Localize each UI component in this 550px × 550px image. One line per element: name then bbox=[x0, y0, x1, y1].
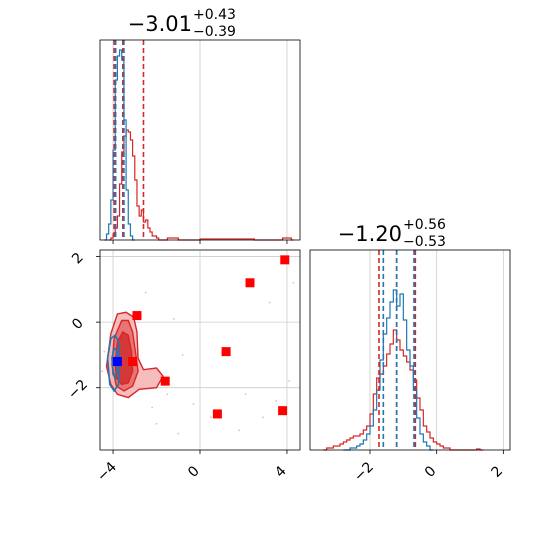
x-tick-label: 0 bbox=[422, 463, 440, 481]
sample-point bbox=[288, 380, 291, 383]
sample-point bbox=[101, 370, 104, 373]
red-histogram bbox=[108, 129, 294, 241]
red-square-marker bbox=[280, 255, 290, 265]
x-tick-label: 2 bbox=[489, 463, 507, 481]
x-tick-label: −4 bbox=[94, 459, 120, 485]
sample-point bbox=[103, 350, 106, 353]
sample-point bbox=[268, 301, 271, 304]
red-square-marker bbox=[132, 311, 142, 321]
sample-point bbox=[209, 416, 212, 419]
histogram-y-panel: −1.20 +0.56−0.53 −2 0 2 bbox=[309, 217, 511, 485]
sample-point bbox=[177, 432, 180, 435]
sample-point bbox=[292, 281, 295, 284]
red-histogram bbox=[323, 329, 484, 451]
x-tick-label: 4 bbox=[272, 463, 290, 481]
panel-title: −1.20 bbox=[338, 222, 402, 246]
sample-point bbox=[262, 416, 264, 419]
x-tick-label: −2 bbox=[351, 459, 377, 485]
red-square-marker bbox=[221, 347, 231, 357]
blue-histogram bbox=[104, 49, 135, 241]
x-tick-label: 0 bbox=[185, 463, 203, 481]
red-square-marker bbox=[245, 278, 255, 288]
sample-point bbox=[244, 393, 247, 396]
scatter-contour-panel: 2 0 −2 −4 0 4 bbox=[65, 249, 301, 485]
plot-area bbox=[100, 250, 300, 450]
title-upper-error: +0.43 bbox=[193, 7, 236, 23]
sample-point bbox=[173, 317, 175, 320]
sample-point bbox=[238, 429, 241, 432]
sample-point bbox=[192, 403, 195, 405]
sample-point bbox=[166, 393, 169, 396]
y-tick-label: 0 bbox=[69, 315, 87, 333]
red-square-marker bbox=[212, 409, 222, 419]
y-tick-label: 2 bbox=[69, 250, 87, 268]
axes-frame bbox=[309, 249, 511, 451]
histogram-x-panel: −3.01 +0.43−0.39 bbox=[99, 7, 301, 244]
blue-square-marker bbox=[112, 356, 122, 366]
title-lower-error: −0.39 bbox=[193, 24, 236, 40]
red-square-marker bbox=[160, 376, 170, 386]
y-tick-label: −2 bbox=[65, 377, 91, 403]
red-square-marker bbox=[278, 406, 288, 416]
title-upper-error: +0.56 bbox=[403, 217, 446, 233]
sample-point bbox=[155, 422, 158, 425]
sample-point bbox=[181, 354, 184, 356]
sample-point bbox=[275, 399, 277, 402]
panel-title: −3.01 bbox=[128, 12, 192, 36]
blue-histogram bbox=[343, 289, 434, 451]
red-square-marker bbox=[128, 356, 138, 366]
sample-point bbox=[151, 406, 154, 409]
title-lower-error: −0.53 bbox=[403, 234, 446, 250]
sample-point bbox=[144, 291, 147, 294]
